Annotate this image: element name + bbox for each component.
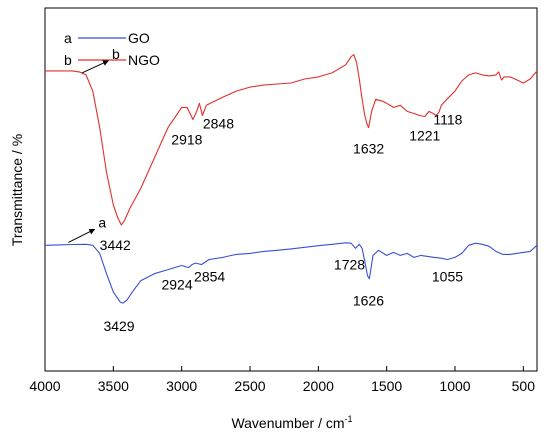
x-tick-label: 3500	[98, 378, 129, 394]
peak-label: 1055	[432, 268, 463, 284]
x-tick-label: 4000	[29, 378, 60, 394]
peak-label: 2924	[161, 277, 192, 293]
annotation-label: b	[112, 46, 120, 62]
y-axis-label: Transmittance / %	[9, 134, 25, 246]
legend-letter: b	[64, 52, 72, 68]
x-tick-label: 2500	[234, 378, 265, 394]
series-layer	[44, 54, 538, 304]
peak-label: 1626	[353, 293, 384, 309]
peak-label: 1728	[334, 256, 365, 272]
x-tick-label: 3000	[166, 378, 197, 394]
peak-label: 1632	[353, 141, 384, 157]
legend: a GO b NGO	[64, 30, 160, 68]
plot-frame	[44, 7, 538, 372]
x-axis-label-text: Wavenumber / cm	[231, 415, 344, 431]
series-line-go	[44, 242, 538, 304]
peak-label: 3442	[100, 237, 131, 253]
peak-label: 2918	[171, 132, 202, 148]
annotation-label: a	[98, 214, 106, 230]
peak-label: 1118	[433, 111, 462, 127]
x-axis-label: Wavenumber / cm-1	[231, 414, 352, 431]
annotation-arrow	[81, 60, 109, 74]
peak-label: 1221	[409, 127, 440, 143]
x-tick-label: 1000	[439, 378, 470, 394]
x-tick-label: 500	[512, 378, 536, 394]
x-axis-label-superscript: -1	[345, 414, 353, 424]
annotation-arrow	[68, 229, 96, 243]
x-tick-label: 2000	[303, 378, 334, 394]
x-tick-label: 1500	[371, 378, 402, 394]
legend-letter: a	[64, 30, 72, 46]
x-axis-ticks: 4000 3500 3000 2500 2000 1500 1000 500	[29, 366, 535, 394]
legend-entry: GO	[128, 30, 150, 46]
series-line-ngo	[45, 54, 538, 226]
peak-label: 3429	[103, 318, 134, 334]
legend-entry: NGO	[128, 52, 160, 68]
peak-label: 2848	[203, 115, 234, 131]
peak-label: 2854	[194, 269, 225, 285]
